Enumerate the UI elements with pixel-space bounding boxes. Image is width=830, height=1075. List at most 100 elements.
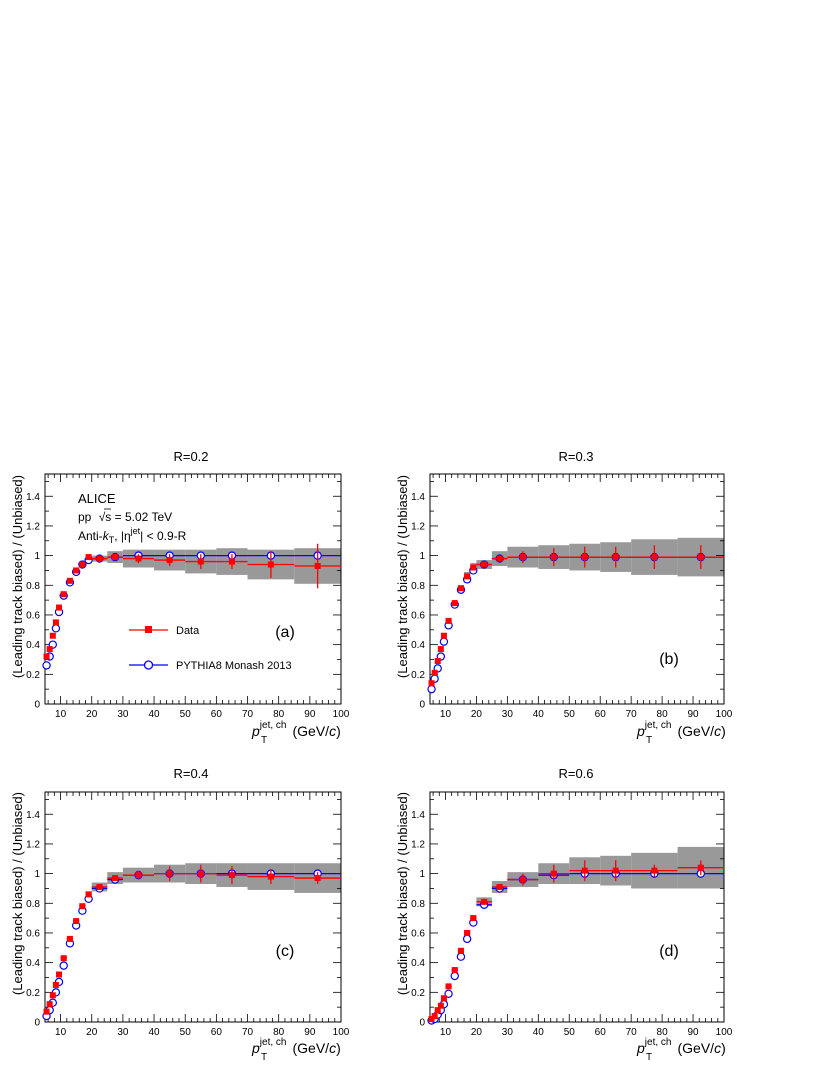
y-tick-label: 1.2 (411, 839, 425, 850)
data-point (228, 872, 235, 879)
y-tick-label: 0.8 (26, 899, 40, 910)
data-point (314, 875, 321, 882)
x-tick-label: 70 (626, 709, 638, 720)
data-point (85, 891, 92, 898)
legend-data-marker (145, 626, 152, 633)
x-tick-label: 50 (180, 709, 192, 720)
data-point (451, 967, 458, 974)
data-point (73, 918, 80, 925)
energy-sqrt: √s (99, 510, 112, 524)
x-label-unit-close: ) (721, 1040, 726, 1056)
data-point (52, 619, 59, 626)
data-point (96, 555, 103, 562)
plot-frame (429, 791, 725, 1023)
x-tick-label: 70 (242, 709, 254, 720)
data-point (60, 591, 67, 598)
x-label-unit: (GeV/c) (677, 1040, 725, 1056)
energy-value: = 5.02 TeV (115, 510, 173, 524)
data-point (52, 981, 59, 988)
data-point (46, 646, 53, 653)
x-label-sub: T (261, 1052, 267, 1063)
panel-d: 10 20 30 40 50 60 70 80 90 100 0 0.2 0.4 0.6 0.8 1 1.2 1.… (395, 766, 733, 1063)
data-point (197, 870, 204, 877)
panel-a: 10 20 30 40 50 60 70 80 90 100 0 0.2 0.4 0.6 0.8 1 1.2 1.… (10, 449, 350, 746)
data-point (43, 653, 50, 660)
x-label-unit-c: c (329, 723, 336, 739)
data-point (612, 867, 619, 874)
x-label-unit-c: c (329, 1040, 336, 1056)
x-tick-label: 100 (716, 1027, 733, 1038)
x-label-sup: jet, ch (644, 1037, 672, 1048)
x-tick-label: 40 (148, 1027, 160, 1038)
x-tick-label: 30 (502, 1027, 514, 1038)
data-point (519, 554, 526, 561)
x-label-sub: T (646, 1052, 652, 1063)
x-label-sub: T (261, 735, 267, 746)
y-axis-label: (Leading track biased) / (Unbiased) (395, 475, 410, 678)
data-point (79, 561, 86, 568)
y-axis-label: (Leading track biased) / (Unbiased) (395, 792, 410, 995)
data-point (85, 554, 92, 561)
data-point (550, 870, 557, 877)
y-tick-label: 0.8 (26, 581, 40, 592)
x-tick-label: 60 (595, 1027, 607, 1038)
data-point (135, 555, 142, 562)
panel-b: 10 20 30 40 50 60 70 80 90 100 0 0.2 0.4 0.6 0.8 1 1.2 1.… (395, 449, 733, 746)
data-point (166, 870, 173, 877)
x-tick-label: 10 (55, 709, 67, 720)
x-tick-label: 50 (564, 709, 576, 720)
y-tick-label: 1.4 (26, 492, 40, 503)
x-label-symbol: p (636, 1040, 645, 1056)
legend-pythia-marker (143, 660, 154, 670)
legend-pythia-label: PYTHIA8 Monash 2013 (176, 660, 292, 672)
x-label-unit-close: ) (336, 1040, 341, 1056)
data-point (314, 563, 321, 569)
data-point (464, 929, 471, 936)
x-axis-label: pjet, ch (GeV/c) (636, 1037, 726, 1056)
y-tick-label: 0.4 (411, 640, 425, 651)
panel-label: (d) (659, 943, 679, 960)
data-point (496, 555, 503, 562)
panel-title: R=0.6 (558, 766, 593, 781)
x-tick-label: 70 (626, 1027, 638, 1038)
x-tick-label: 30 (117, 1027, 129, 1038)
x-label-sup: jet, ch (259, 720, 287, 731)
x-tick-label: 70 (242, 1027, 254, 1038)
x-label-unit-close: ) (721, 723, 726, 739)
x-label-unit-open: (GeV/ (677, 723, 714, 739)
data-point (166, 557, 173, 564)
x-axis-label: pjet, ch (GeV/c) (636, 720, 726, 739)
x-label-unit: (GeV/c) (677, 723, 725, 739)
data-point (581, 554, 588, 561)
data-point (66, 935, 73, 942)
x-label-unit: (GeV/c) (292, 723, 340, 739)
y-tick-label: 0.2 (411, 670, 425, 681)
x-tick-label: 10 (440, 1027, 452, 1038)
plot-frame (44, 473, 342, 705)
x-label-unit-close: ) (336, 723, 341, 739)
data-point (79, 903, 86, 910)
experiment-label: ALICE (78, 491, 116, 506)
data-point (267, 873, 274, 880)
data-point (228, 558, 235, 565)
pythia-point (42, 661, 51, 670)
x-tick-label: 90 (304, 1027, 316, 1038)
algorithm-label: Anti-kT, |ηjet| < 0.9-R (78, 526, 187, 545)
data-point (49, 632, 56, 639)
x-tick-label: 30 (502, 709, 514, 720)
data-point (197, 558, 204, 565)
panel-label: (a) (275, 624, 295, 641)
x-tick-label: 90 (304, 709, 316, 720)
x-tick-label: 20 (471, 1027, 483, 1038)
y-tick-label: 0 (419, 1018, 425, 1029)
x-tick-label: 20 (86, 709, 98, 720)
data-point (56, 971, 63, 978)
algo-pre: Anti- (78, 529, 103, 543)
x-label-sup: jet, ch (259, 1037, 287, 1048)
y-tick-label: 0.2 (411, 988, 425, 999)
data-point (451, 600, 458, 607)
y-tick-label: 1.4 (26, 810, 40, 821)
x-tick-label: 60 (595, 709, 607, 720)
y-axis-label: (Leading track biased) / (Unbiased) (10, 475, 25, 678)
